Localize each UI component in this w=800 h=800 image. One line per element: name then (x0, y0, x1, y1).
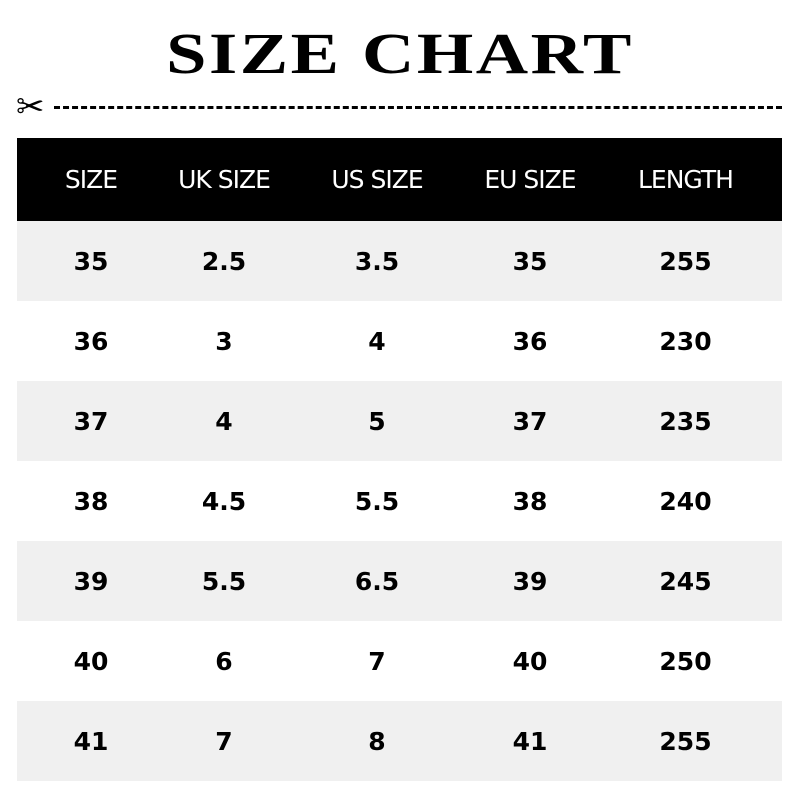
cell-eu-size: 39 (512, 566, 548, 596)
cell-size: 36 (73, 326, 109, 356)
cell-us-size: 7 (368, 646, 386, 676)
table-row: 35 2.5 3.5 35 255 (17, 221, 782, 301)
table-row: 38 4.5 5.5 38 240 (17, 461, 782, 541)
size-table: SIZE UK SIZE US SIZE EU SIZE LENGTH 35 2.… (17, 138, 782, 781)
cell-uk-size: 3 (215, 326, 233, 356)
cell-length: 255 (659, 246, 712, 276)
cell-us-size: 6.5 (354, 566, 400, 596)
cell-size: 38 (73, 486, 109, 516)
cell-uk-size: 4 (215, 406, 233, 436)
cell-size: 40 (73, 646, 109, 676)
cell-uk-size: 4.5 (201, 486, 247, 516)
cell-eu-size: 40 (512, 646, 548, 676)
cell-eu-size: 38 (512, 486, 548, 516)
dashed-divider (54, 106, 782, 109)
table-row: 37 4 5 37 235 (17, 381, 782, 461)
cell-size: 39 (73, 566, 109, 596)
scissors-icon: ✂ (16, 87, 45, 127)
cell-uk-size: 2.5 (201, 246, 247, 276)
cell-length: 255 (659, 726, 712, 756)
cell-eu-size: 41 (512, 726, 548, 756)
header-size: SIZE (64, 165, 118, 194)
table-row: 36 3 4 36 230 (17, 301, 782, 381)
table-row: 40 6 7 40 250 (17, 621, 782, 701)
table-header-row: SIZE UK SIZE US SIZE EU SIZE LENGTH (17, 138, 782, 221)
cell-size: 37 (73, 406, 109, 436)
cell-eu-size: 35 (512, 246, 548, 276)
cell-length: 240 (659, 486, 712, 516)
cell-us-size: 3.5 (354, 246, 400, 276)
cell-us-size: 4 (368, 326, 386, 356)
cell-us-size: 5 (368, 406, 386, 436)
cell-eu-size: 37 (512, 406, 548, 436)
table-row: 39 5.5 6.5 39 245 (17, 541, 782, 621)
cut-line: ✂ (16, 90, 782, 124)
cell-length: 245 (659, 566, 712, 596)
cell-length: 235 (659, 406, 712, 436)
page-title: SIZE CHART (166, 21, 634, 86)
cell-size: 35 (73, 246, 109, 276)
cell-size: 41 (73, 726, 109, 756)
cell-uk-size: 7 (215, 726, 233, 756)
cell-length: 230 (659, 326, 712, 356)
cell-length: 250 (659, 646, 712, 676)
table-row: 41 7 8 41 255 (17, 701, 782, 781)
cell-uk-size: 5.5 (201, 566, 247, 596)
cell-uk-size: 6 (215, 646, 233, 676)
header-us-size: US SIZE (331, 165, 423, 194)
header-uk-size: UK SIZE (178, 165, 271, 194)
header-length: LENGTH (638, 165, 734, 194)
header-eu-size: EU SIZE (484, 165, 576, 194)
cell-eu-size: 36 (512, 326, 548, 356)
cell-us-size: 8 (368, 726, 386, 756)
cell-us-size: 5.5 (354, 486, 400, 516)
